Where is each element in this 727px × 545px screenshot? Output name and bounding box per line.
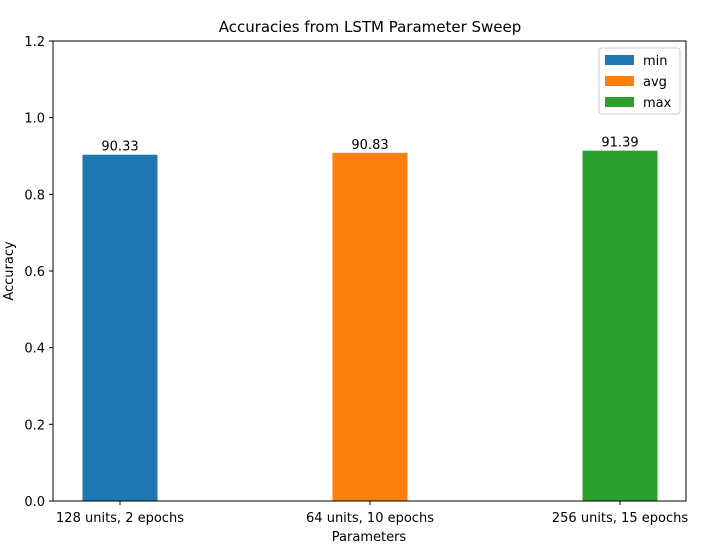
y-axis-label: Accuracy — [2, 241, 17, 301]
bar-value-label: 90.83 — [351, 138, 388, 153]
y-tick-label: 0.0 — [24, 495, 45, 510]
bar-avg — [332, 152, 408, 501]
chart-title: Accuracies from LSTM Parameter Sweep — [219, 18, 522, 36]
bar-max — [582, 150, 658, 501]
y-tick-label: 1.2 — [24, 35, 45, 50]
y-tick-label: 0.6 — [24, 265, 45, 280]
x-axis-label: Parameters — [332, 530, 407, 545]
x-tick-label: 256 units, 15 epochs — [552, 511, 688, 526]
legend-label-avg: avg — [643, 75, 667, 90]
plot-frame — [52, 40, 687, 502]
y-tick-label: 1.0 — [24, 112, 45, 127]
x-tick-label: 128 units, 2 epochs — [56, 511, 184, 526]
legend-swatch-avg — [605, 76, 634, 86]
legend-swatch-min — [605, 55, 634, 65]
legend-swatch-max — [605, 97, 634, 107]
legend: min avg max — [598, 47, 681, 115]
bar-value-label: 90.33 — [101, 140, 138, 155]
x-tick-label: 64 units, 10 epochs — [306, 511, 434, 526]
y-tick-label: 0.2 — [24, 418, 45, 433]
y-tick-label: 0.4 — [24, 342, 45, 357]
legend-label-max: max — [643, 96, 672, 111]
bar-value-label: 91.39 — [601, 136, 638, 151]
bar-min — [82, 154, 158, 502]
legend-label-min: min — [643, 54, 668, 69]
y-tick-label: 0.8 — [24, 188, 45, 203]
